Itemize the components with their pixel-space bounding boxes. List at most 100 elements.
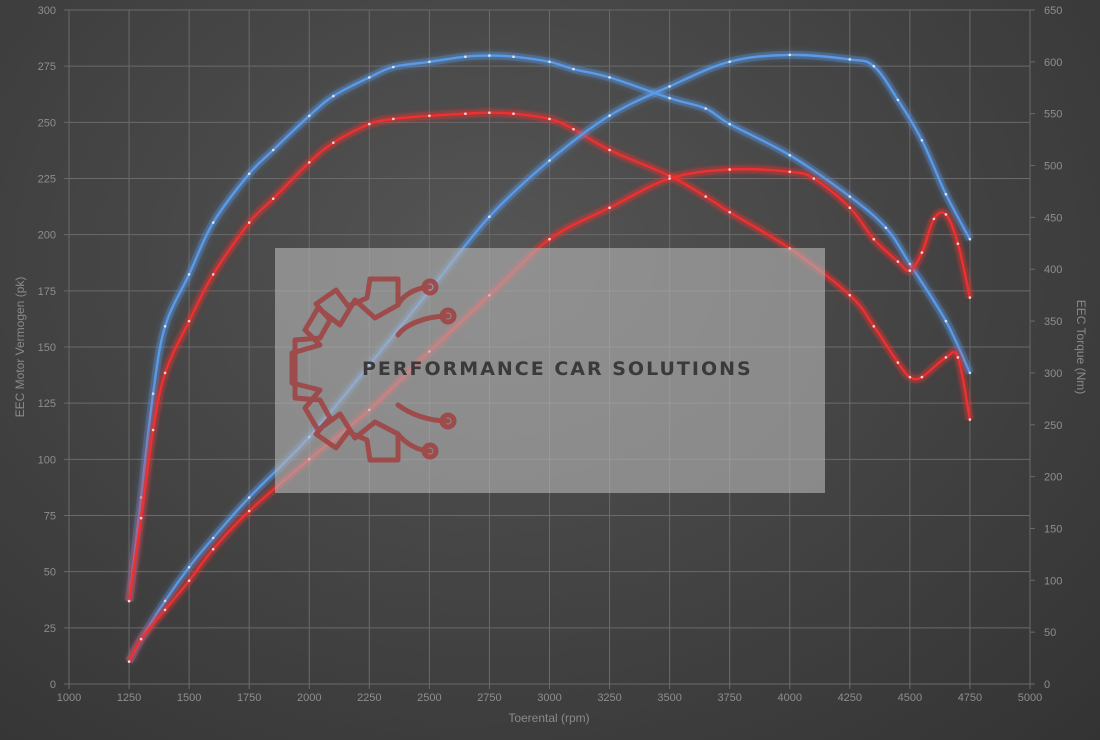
data-point: [187, 579, 191, 582]
x-tick-label: 3000: [537, 692, 561, 704]
y-left-tick-label: 175: [38, 286, 56, 298]
data-point: [139, 516, 143, 520]
data-point: [488, 215, 491, 218]
x-tick-label: 3750: [717, 692, 741, 704]
data-point: [896, 260, 900, 263]
y-left-axis-ticks: 0 25 50 75 100 125 150 175 200 225 250 275 300: [38, 5, 56, 691]
data-point: [428, 60, 431, 64]
x-tick-label: 2250: [357, 692, 381, 704]
data-point: [247, 172, 251, 176]
x-tick-label: 5000: [1018, 692, 1042, 704]
data-point: [920, 375, 924, 379]
y-left-tick-label: 25: [44, 623, 56, 635]
y-left-tick-label: 50: [44, 567, 56, 579]
data-point: [968, 418, 972, 421]
data-point: [163, 599, 167, 603]
series-1: [125, 108, 974, 603]
x-tick-label: 4500: [898, 692, 922, 704]
x-tick-label: 4250: [838, 692, 862, 704]
data-point: [127, 599, 131, 603]
watermark-logo: PERFORMANCE CAR SOLUTIONS: [275, 248, 825, 493]
y-right-tick-label: 500: [1044, 161, 1062, 173]
data-point: [211, 536, 215, 540]
data-point: [247, 509, 251, 513]
data-point: [211, 273, 215, 276]
x-tick-label: 2500: [417, 692, 441, 704]
y-left-tick-label: 300: [38, 5, 56, 17]
x-tick-label: 1000: [57, 692, 81, 704]
series-line: [128, 167, 972, 663]
data-point: [332, 94, 335, 98]
data-point: [488, 111, 491, 114]
y-right-tick-label: 150: [1044, 523, 1062, 535]
y-left-tick-label: 250: [38, 117, 56, 129]
data-point: [572, 67, 575, 71]
y-left-tick-label: 100: [38, 454, 56, 466]
data-point: [896, 98, 900, 102]
watermark-text: PERFORMANCE CAR SOLUTIONS: [362, 358, 753, 380]
x-tick-label: 1750: [237, 692, 261, 704]
y-right-tick-label: 400: [1044, 264, 1062, 276]
data-point: [908, 262, 912, 266]
x-tick-label: 3250: [597, 692, 621, 704]
data-point: [548, 159, 551, 162]
data-point: [308, 114, 311, 118]
data-point: [187, 273, 191, 276]
y-left-tick-label: 0: [50, 679, 56, 691]
y-right-tick-label: 100: [1044, 575, 1062, 587]
y-left-tick-label: 75: [44, 511, 56, 523]
data-point: [187, 319, 191, 323]
data-point: [512, 112, 515, 115]
data-point: [608, 148, 611, 152]
data-point: [211, 547, 215, 551]
data-point: [728, 60, 731, 63]
data-point: [704, 195, 707, 198]
data-point: [151, 392, 155, 396]
y-right-tick-label: 200: [1044, 472, 1062, 484]
data-point: [920, 139, 924, 142]
data-point: [908, 375, 912, 379]
y-left-tick-label: 275: [38, 61, 56, 73]
data-point: [788, 153, 792, 157]
data-point: [163, 371, 167, 375]
x-tick-label: 4000: [778, 692, 802, 704]
data-point: [368, 122, 371, 126]
data-point: [151, 428, 155, 432]
data-point: [848, 206, 852, 209]
y-right-axis-ticks: 0 50 100 150 200 250 300 350 400 450 500 550 600 650: [1044, 5, 1062, 691]
data-point: [968, 296, 972, 299]
data-point: [968, 371, 972, 375]
y-right-axis-title: EEC Torque (Nm): [1074, 300, 1088, 394]
x-tick-label: 3500: [657, 692, 681, 704]
y-right-tick-label: 50: [1044, 627, 1056, 639]
data-point: [872, 325, 876, 328]
x-axis-ticks: 1000 1250 1500 1750 2000 2250 2500 2750 3000 3250…: [57, 692, 1042, 704]
y-right-tick-label: 300: [1044, 368, 1062, 380]
x-tick-label: 1500: [177, 692, 201, 704]
data-point: [512, 55, 515, 58]
x-tick-label: 2000: [297, 692, 321, 704]
data-point: [944, 192, 948, 196]
data-point: [956, 356, 960, 359]
data-point: [668, 177, 671, 180]
data-point: [920, 251, 924, 254]
data-point: [896, 361, 900, 364]
data-point: [728, 210, 731, 214]
y-left-tick-label: 200: [38, 230, 56, 242]
data-point: [788, 53, 792, 57]
data-point: [139, 637, 143, 641]
y-right-tick-label: 550: [1044, 109, 1062, 121]
data-point: [332, 141, 335, 144]
y-left-tick-label: 150: [38, 342, 56, 354]
y-left-tick-label: 225: [38, 174, 56, 186]
data-point: [884, 226, 888, 230]
data-point: [956, 242, 960, 245]
data-point: [968, 237, 972, 241]
data-point: [211, 221, 215, 224]
data-point: [392, 65, 395, 69]
data-point: [428, 114, 431, 118]
data-point: [488, 54, 491, 57]
data-point: [464, 55, 467, 58]
x-tick-label: 2750: [477, 692, 501, 704]
